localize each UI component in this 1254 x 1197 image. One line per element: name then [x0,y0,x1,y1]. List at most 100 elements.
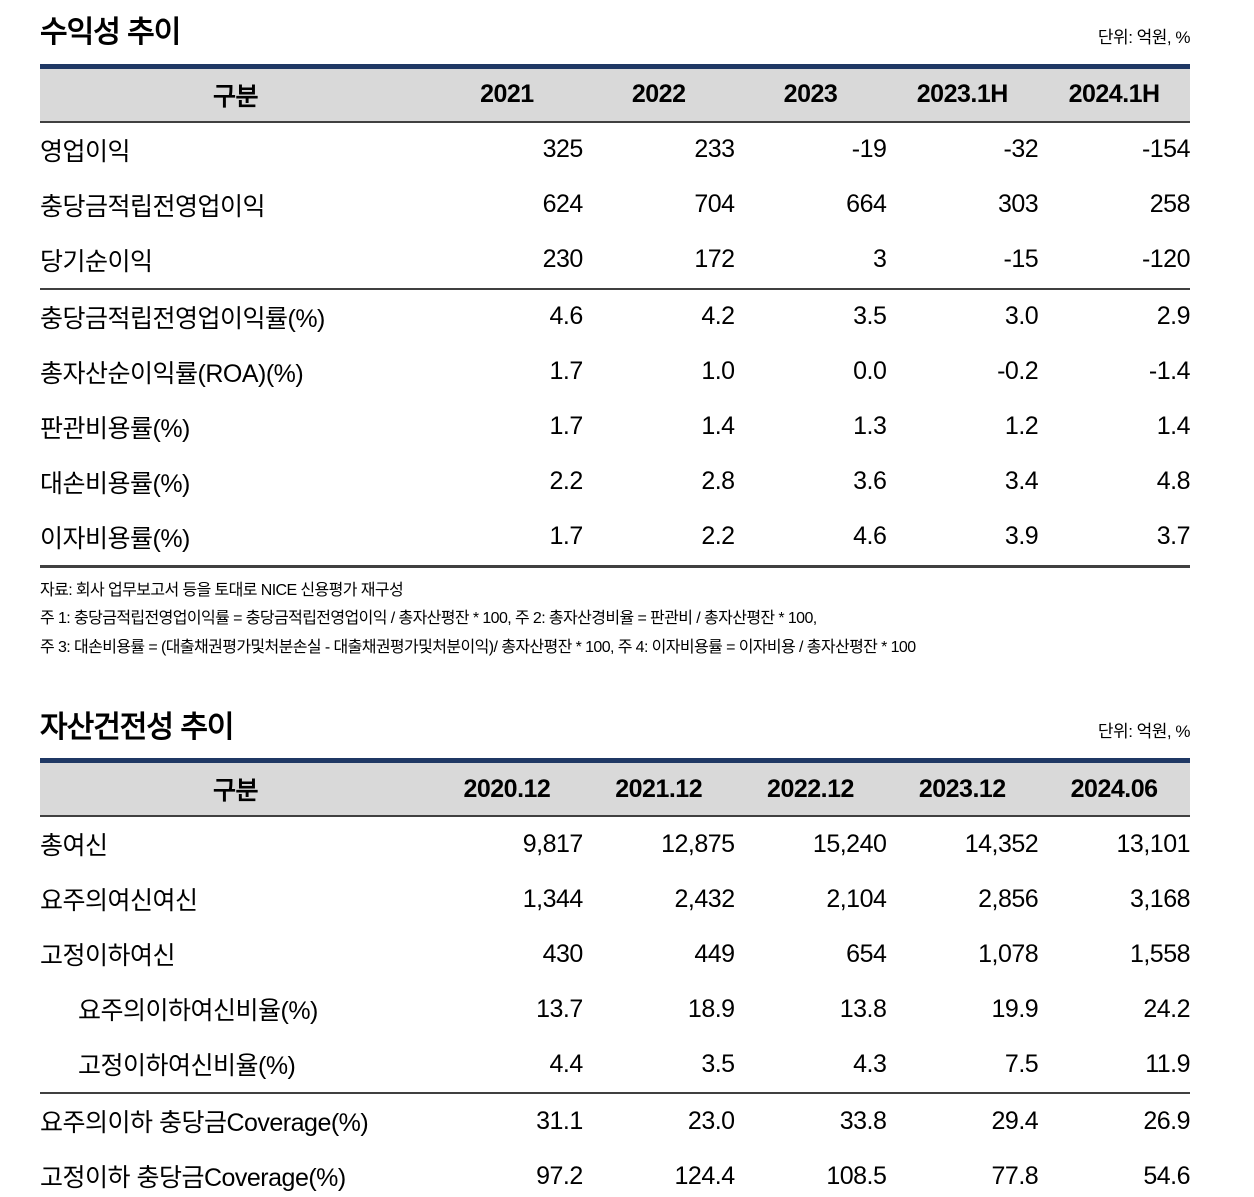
row-label: 요주의이하 충당금Coverage(%) [40,1092,431,1150]
cell-value: 4.6 [431,287,583,345]
asset-quality-section: 자산건전성 추이 단위: 억원, % 구분 2020.12 2021.12 2022.… [40,710,1191,1197]
cell-value: 664 [846,190,887,218]
cell-value: 3.4 [1004,467,1039,495]
header-row: 구분 2020.12 2021.12 2022.12 2023.12 2024.06 [40,760,1190,817]
cell-value: 3.6 [853,467,887,495]
cell-value: 2,104 [826,884,887,913]
cell-value: 3.5 [734,287,887,345]
row-label: 요주의이하여신비율(%) [78,997,318,1026]
cell-value: 4.8 [1156,467,1191,495]
cell-value: -154 [1141,135,1191,163]
cell-value: 1.4 [701,412,735,440]
cell-value: 1.2 [1004,412,1039,440]
cell-value: 108.5 [734,1149,887,1197]
row-label: 영업이익 [40,137,131,166]
cell-value: 3.7 [1038,509,1190,568]
cell-value: 230 [542,245,584,273]
cell-value: 97.2 [431,1149,583,1197]
table-row: 판관비용률(%) 1.7 1.4 1.3 1.2 1.4 [40,400,1190,455]
cell-value: 2.8 [701,467,735,495]
unit-label: 단위: 억원, % [1097,722,1191,742]
footnote: 주 1: 충당금적립전영업이익률 = 충당금적립전영업이익 / 총자산평잔 * … [40,610,817,628]
cell-value: 4.4 [549,1049,584,1078]
cell-value: 2.2 [582,509,735,568]
table-row: 요주의이하여신비율(%) 13.7 18.9 13.8 19.9 24.2 [40,982,1190,1037]
row-label: 요주의여신여신 [40,887,198,916]
row-label: 고정이하여신비율(%) [78,1052,296,1081]
cell-value: 325 [542,135,584,163]
row-label: 총여신 [40,832,108,861]
column-header-label: 구분 [212,777,259,806]
cell-value: 14,352 [964,829,1039,858]
cell-value: 1.4 [1156,412,1191,440]
table-row: 당기순이익 230 172 3 -15 -120 [40,233,1190,289]
cell-value: 11.9 [1145,1049,1190,1078]
column-header-year: 2021 [480,80,534,108]
cell-value: 233 [694,135,735,163]
table-row: 고정이하여신 430 449 654 1,078 1,558 [40,927,1190,982]
column-header-year: 2020.12 [463,774,551,803]
cell-value: 13.7 [536,994,583,1023]
cell-value: 2.2 [549,467,584,495]
table-row: 고정이하여신비율(%) 4.4 3.5 4.3 7.5 11.9 [40,1037,1190,1093]
asset-quality-header: 자산건전성 추이 단위: 억원, % [40,710,1191,746]
asset-quality-table-body: 총여신 9,817 12,875 15,240 14,352 13,101 요주의여신여신 1… [40,816,1190,1197]
row-label: 당기순이익 [40,247,153,276]
table-row: 요주의여신여신 1,344 2,432 2,104 2,856 3,168 [40,872,1190,927]
cell-value: 15,240 [812,829,887,858]
asset-quality-title: 자산건전성 추이 [40,710,235,744]
table-row: 요주의이하 충당금Coverage(%) 31.1 23.0 33.8 29.4 26.9 [40,1092,1190,1150]
row-label: 대손비용률(%) [40,469,190,498]
cell-value: 77.8 [886,1149,1039,1197]
cell-value: 12,875 [661,829,735,858]
row-label: 충당금적립전영업이익 [40,192,266,221]
cell-value: 4.2 [582,287,735,345]
cell-value: 4.6 [734,509,887,568]
cell-value: 13.8 [839,994,887,1023]
column-header-year: 2023.12 [918,774,1006,803]
cell-value: 1.7 [549,357,584,385]
column-header-year: 2022 [631,80,686,108]
column-header-year: 2022.12 [767,774,854,803]
cell-value: 18.9 [687,994,735,1023]
row-label: 판관비용률(%) [40,414,190,443]
cell-value: 124.4 [582,1149,735,1197]
cell-value: 13,101 [1116,829,1191,858]
source-note: 자료: 회사 업무보고서 등을 토대로 NICE 신용평가 재구성 [40,581,404,599]
cell-value: -1.4 [1148,357,1191,385]
cell-value: 31.1 [431,1092,583,1150]
cell-value: 7.5 [1004,1049,1039,1078]
table-row: 총여신 9,817 12,875 15,240 14,352 13,101 [40,816,1190,872]
cell-value: 3.9 [886,509,1039,568]
profitability-section: 수익성 추이 단위: 억원, % 구분 2021 2022 2023 2023.1H 20… [40,16,1191,663]
cell-value: -15 [1003,245,1039,273]
cell-value: 1,558 [1129,939,1191,968]
cell-value: 654 [846,939,887,968]
column-header-label: 구분 [212,82,259,111]
cell-value: 4.3 [853,1049,887,1078]
table-row: 충당금적립전영업이익률(%) 4.6 4.2 3.5 3.0 2.9 [40,287,1190,345]
cell-value: 29.4 [886,1092,1039,1150]
table-row: 충당금적립전영업이익 624 704 664 303 258 [40,178,1190,233]
cell-value: 704 [694,190,735,218]
cell-value: 3,168 [1129,884,1191,913]
table-row: 총자산순이익률(ROA)(%) 1.7 1.0 0.0 -0.2 -1.4 [40,345,1190,400]
profitability-table-head: 구분 2021 2022 2023 2023.1H 2024.1H [40,66,1190,122]
cell-value: 258 [1149,190,1191,218]
cell-value: 1.0 [701,357,735,385]
cell-value: 449 [694,939,735,968]
cell-value: 1,344 [522,884,584,913]
profitability-table-body: 영업이익 325 233 -19 -32 -154 충당금적립전영업이익 624 704 664 3… [40,122,1191,568]
row-label: 충당금적립전영업이익률(%) [40,287,431,345]
cell-value: -32 [1003,135,1039,163]
cell-value: 624 [542,190,584,218]
cell-value: 3.5 [701,1049,735,1078]
row-label: 총자산순이익률(ROA)(%) [40,359,304,388]
cell-value: 54.6 [1038,1149,1190,1197]
asset-quality-table: 구분 2020.12 2021.12 2022.12 2023.12 2024.06 총여… [40,758,1190,1197]
cell-value: -19 [851,135,887,163]
cell-value: 24.2 [1143,994,1190,1023]
cell-value: 172 [694,245,735,273]
